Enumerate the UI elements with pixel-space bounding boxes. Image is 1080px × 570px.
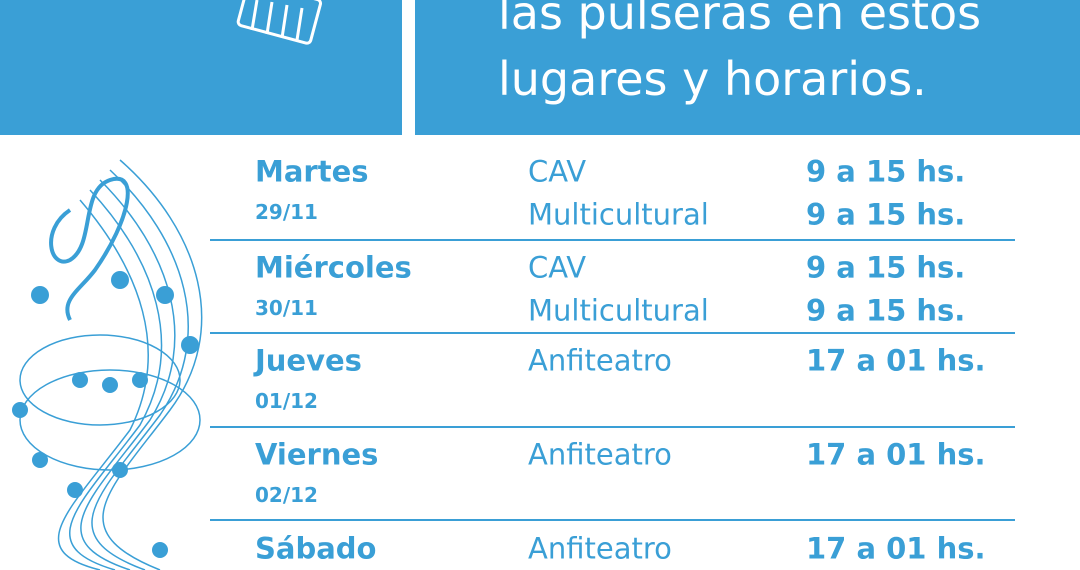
header-left <box>0 0 402 135</box>
place: Anfiteatro <box>528 437 672 472</box>
row-divider <box>210 426 1015 428</box>
accordion-icon <box>236 0 323 45</box>
place: CAV <box>528 154 587 189</box>
hours: 9 a 15 hs. <box>806 197 966 232</box>
place: Multicultural <box>528 197 709 232</box>
day: Miércoles <box>255 250 412 285</box>
date: 30/11 <box>255 296 318 320</box>
date: 02/12 <box>255 483 318 507</box>
day: Sábado <box>255 531 377 566</box>
hours: 17 a 01 hs. <box>806 437 986 472</box>
hours: 9 a 15 hs. <box>806 250 966 285</box>
place: Anfiteatro <box>528 343 672 378</box>
place: CAV <box>528 250 587 285</box>
hours: 9 a 15 hs. <box>806 154 966 189</box>
place: Anfiteatro <box>528 531 672 566</box>
music-decoration <box>12 159 203 570</box>
header-line: lugares y horarios. <box>498 52 927 106</box>
day: Jueves <box>255 343 362 378</box>
row-divider <box>210 332 1015 334</box>
hours: 17 a 01 hs. <box>806 531 986 566</box>
day: Martes <box>255 154 369 189</box>
hours: 9 a 15 hs. <box>806 293 966 328</box>
place: Multicultural <box>528 293 709 328</box>
date: 29/11 <box>255 200 318 224</box>
row-divider <box>210 519 1015 521</box>
day: Viernes <box>255 437 379 472</box>
hours: 17 a 01 hs. <box>806 343 986 378</box>
date: 01/12 <box>255 389 318 413</box>
row-divider <box>210 239 1015 241</box>
header-line: las pulseras en estos <box>498 0 982 40</box>
header-right <box>415 0 1080 135</box>
